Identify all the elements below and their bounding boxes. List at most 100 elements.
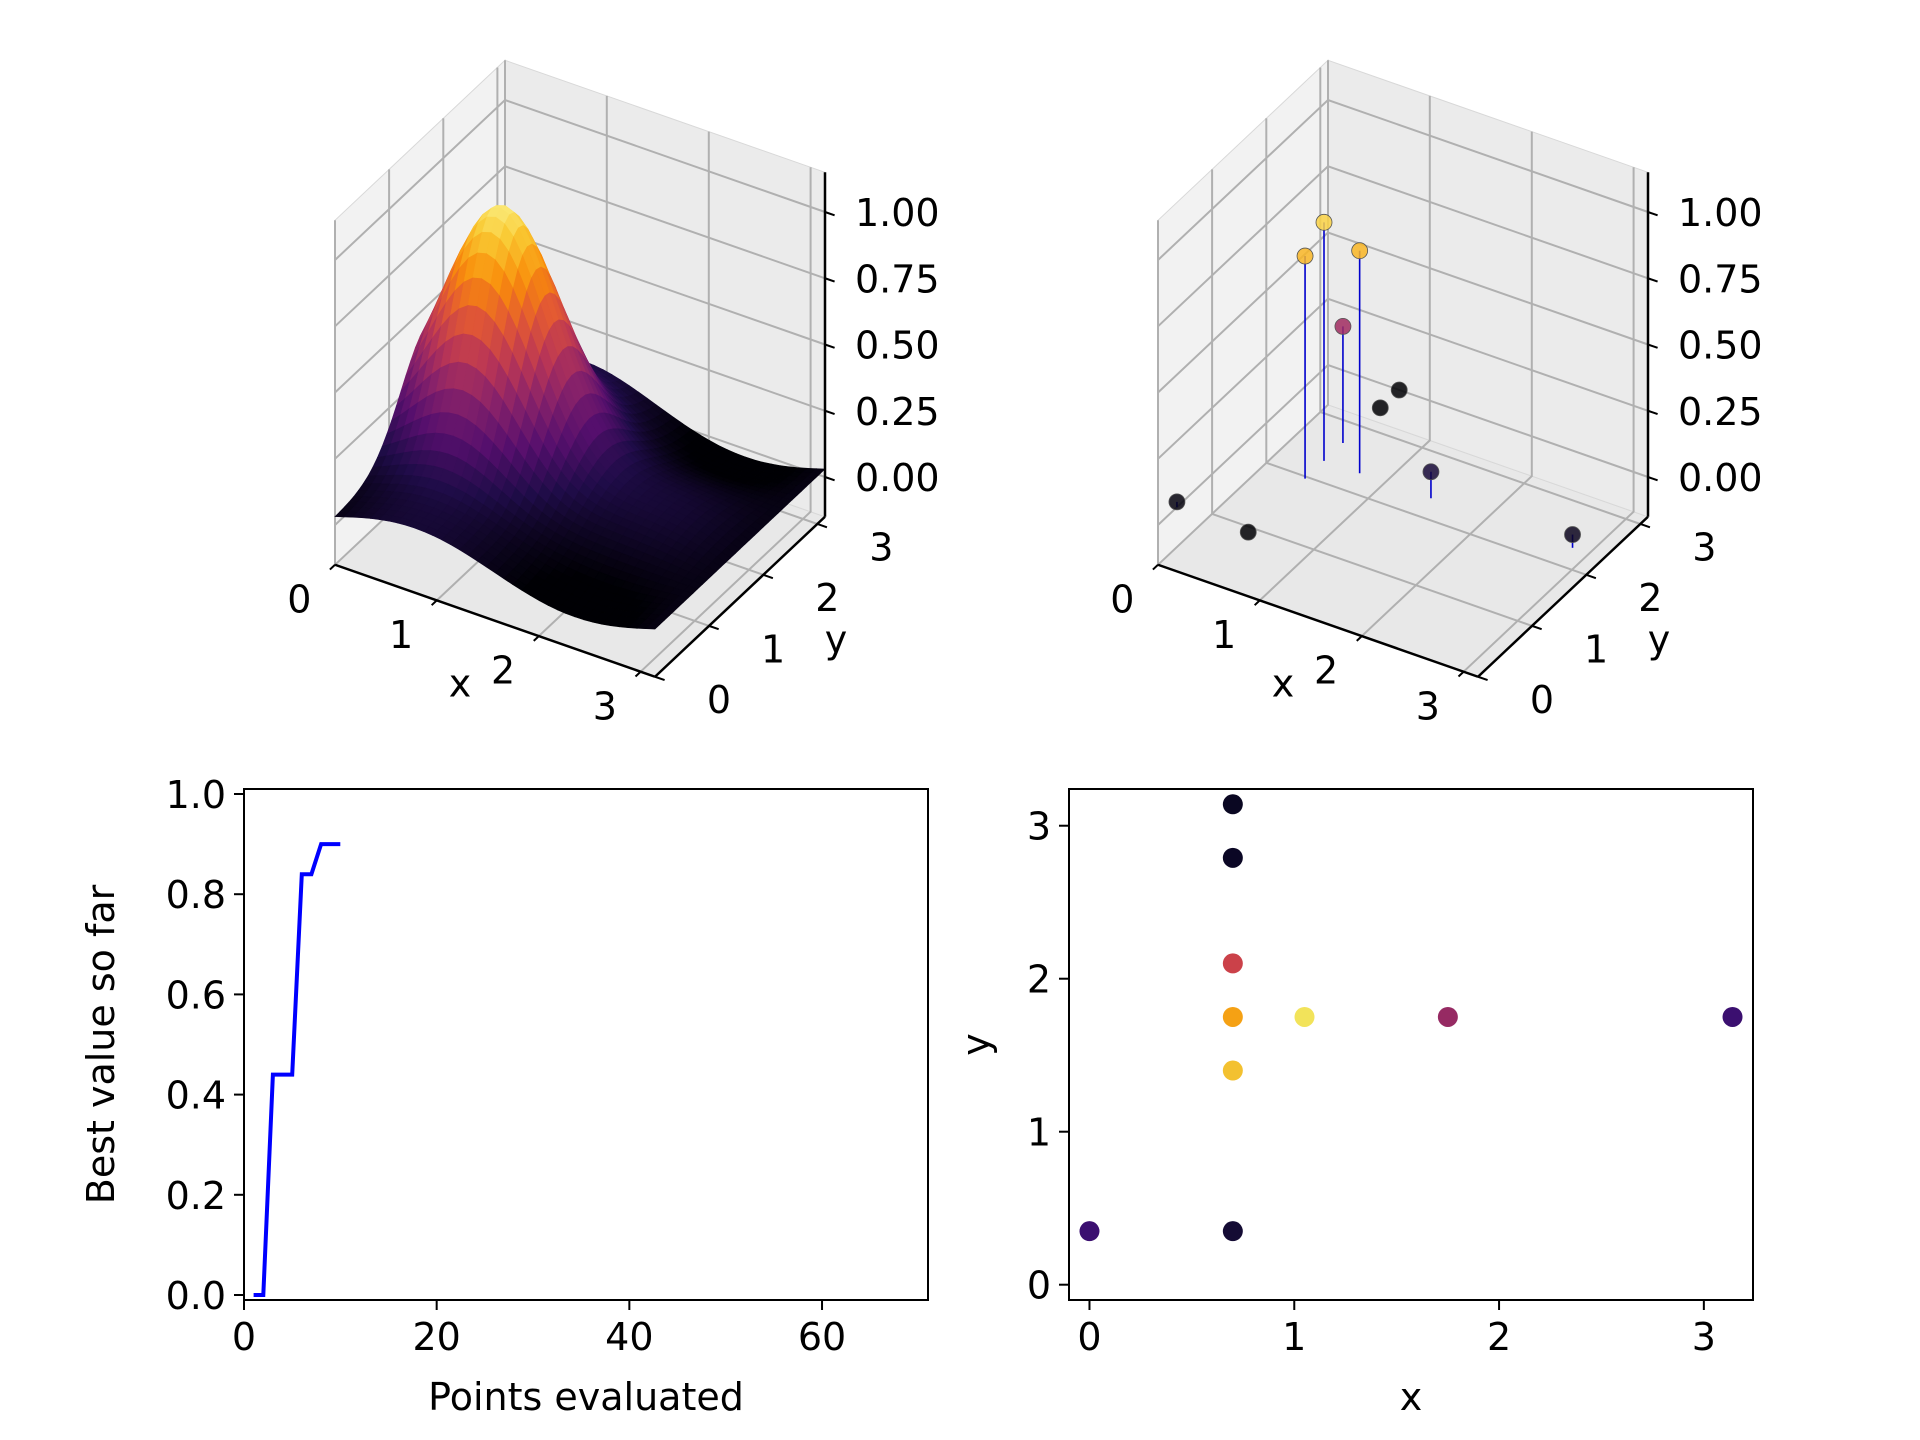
best-value-series — [253, 842, 341, 1297]
z-tick-mark — [824, 409, 835, 416]
z-tick-mark — [1647, 343, 1658, 349]
z-gridline — [1157, 98, 1649, 261]
scatter3d-axes — [1152, 172, 1658, 682]
best-value-line-chart: 0 20 40 60 0.0 0.2 0.4 0.6 0.8 1.0 Points evaluat… — [79, 773, 929, 1419]
x-tick-label: 0 — [1077, 1315, 1101, 1359]
z-gridline — [334, 98, 826, 261]
y-gridline — [1265, 118, 1587, 576]
scatter3d-point — [1351, 242, 1369, 260]
x-tick-mark — [430, 599, 438, 606]
z-gridline — [1157, 231, 1649, 394]
scatter3d-point — [1315, 213, 1333, 231]
scatter-point — [1222, 794, 1243, 815]
x-tick-label: 2 — [1487, 1315, 1511, 1359]
y-tick-label: 0.4 — [166, 1074, 226, 1118]
scatter3d-point — [1296, 247, 1314, 265]
y-tick-label: 0 — [1027, 1264, 1051, 1308]
y-tick-mark — [1585, 573, 1597, 580]
x-tick-label: 1 — [1282, 1315, 1306, 1359]
scatter3d-point — [1239, 523, 1257, 541]
y-tick-label: 1 — [761, 627, 785, 671]
z-gridline — [1157, 297, 1649, 460]
x-axis-line — [1157, 563, 1479, 678]
scatter3d-point — [1390, 381, 1408, 399]
scatter3d-point — [1371, 399, 1389, 417]
y-tick-label: 2 — [815, 576, 839, 620]
y-tick-mark — [817, 523, 828, 529]
scatter3d-point — [1564, 526, 1581, 543]
y-tick-label: 3 — [869, 525, 893, 569]
x-tick-label: 0 — [232, 1315, 256, 1359]
z-gridline — [334, 165, 826, 328]
y-tick-label: 3 — [1692, 525, 1716, 569]
y-tick-label: 3 — [1027, 805, 1051, 849]
y-tick-label: 0.2 — [166, 1174, 226, 1218]
x-tick-mark — [329, 564, 336, 571]
z-tick-label: 0.25 — [855, 390, 940, 434]
x-gridline — [639, 167, 812, 673]
z-tick-label: 0.50 — [1678, 324, 1763, 368]
scatter-point — [1222, 1221, 1243, 1242]
y-tick-label: 1 — [1027, 1111, 1051, 1155]
scatter3d-point — [1168, 493, 1186, 511]
scatter-chart-y-axis-label: y — [954, 1033, 998, 1056]
x-tick-label: 3 — [593, 684, 617, 728]
x-tick-mark — [634, 670, 642, 678]
y-tick-mark — [1477, 675, 1488, 682]
y-tick-mark — [708, 624, 719, 631]
surface-cell — [645, 623, 661, 630]
surface-x-axis-label: x — [449, 661, 472, 705]
surface-mesh — [334, 205, 826, 630]
y-axis-line — [654, 515, 826, 678]
x-tick-label: 0 — [287, 577, 311, 621]
x-tick-label: 20 — [412, 1315, 460, 1359]
x-tick-label: 60 — [798, 1315, 846, 1359]
z-tick-label: 0.00 — [1678, 456, 1763, 500]
x-tick-label: 2 — [491, 649, 515, 693]
line-chart-frame — [243, 788, 929, 1301]
y-tick-label: 0.0 — [166, 1274, 226, 1318]
y-tick-label: 0 — [1530, 678, 1554, 722]
scatter-chart-points — [1079, 794, 1743, 1242]
scatter3d-y-axis-label: y — [1648, 617, 1671, 661]
x-tick-label: 3 — [1692, 1315, 1716, 1359]
line-chart-ticks: 0 20 40 60 0.0 0.2 0.4 0.6 0.8 1.0 — [166, 773, 847, 1359]
scatter-chart-frame — [1068, 788, 1754, 1301]
scatter-chart-x-axis-label: x — [1400, 1375, 1423, 1419]
y-tick-mark — [654, 675, 665, 682]
y-tick-mark — [1531, 624, 1542, 631]
scatter3d-point — [1422, 463, 1440, 481]
line-chart-x-axis-label: Points evaluated — [428, 1375, 744, 1419]
z-tick-label: 0.75 — [855, 257, 940, 301]
x-gridline — [1462, 167, 1635, 673]
x-tick-label: 1 — [1212, 613, 1236, 657]
scatter-point — [1222, 953, 1243, 974]
x-tick-mark — [1152, 564, 1159, 571]
y-tick-label: 1 — [1584, 627, 1608, 671]
z-tick-mark — [824, 476, 835, 482]
y-tick-label: 0.6 — [166, 973, 226, 1017]
xy-scatter-chart: 0 1 2 3 0 1 2 3 x y — [954, 788, 1754, 1419]
scatter3d-point — [1334, 318, 1352, 335]
z-tick-label: 1.00 — [855, 191, 940, 235]
y-tick-label: 2 — [1027, 958, 1051, 1002]
scatter-point — [1222, 1060, 1243, 1081]
x-gridline — [1259, 95, 1431, 602]
y-tick-label: 1.0 — [166, 773, 226, 817]
scatter-point — [1079, 1221, 1100, 1242]
scatter-point — [1722, 1006, 1743, 1027]
z-tick-label: 0.75 — [1678, 257, 1763, 301]
scatter3d-gridlines — [1157, 60, 1649, 678]
z-gridline — [1157, 165, 1649, 328]
z-tick-mark — [1647, 277, 1658, 283]
x-gridline — [1361, 131, 1533, 637]
y-tick-label: 0.8 — [166, 873, 226, 917]
x-gridline — [1157, 60, 1329, 566]
scatter3d-points — [1168, 213, 1581, 548]
x-tick-mark — [533, 635, 540, 642]
